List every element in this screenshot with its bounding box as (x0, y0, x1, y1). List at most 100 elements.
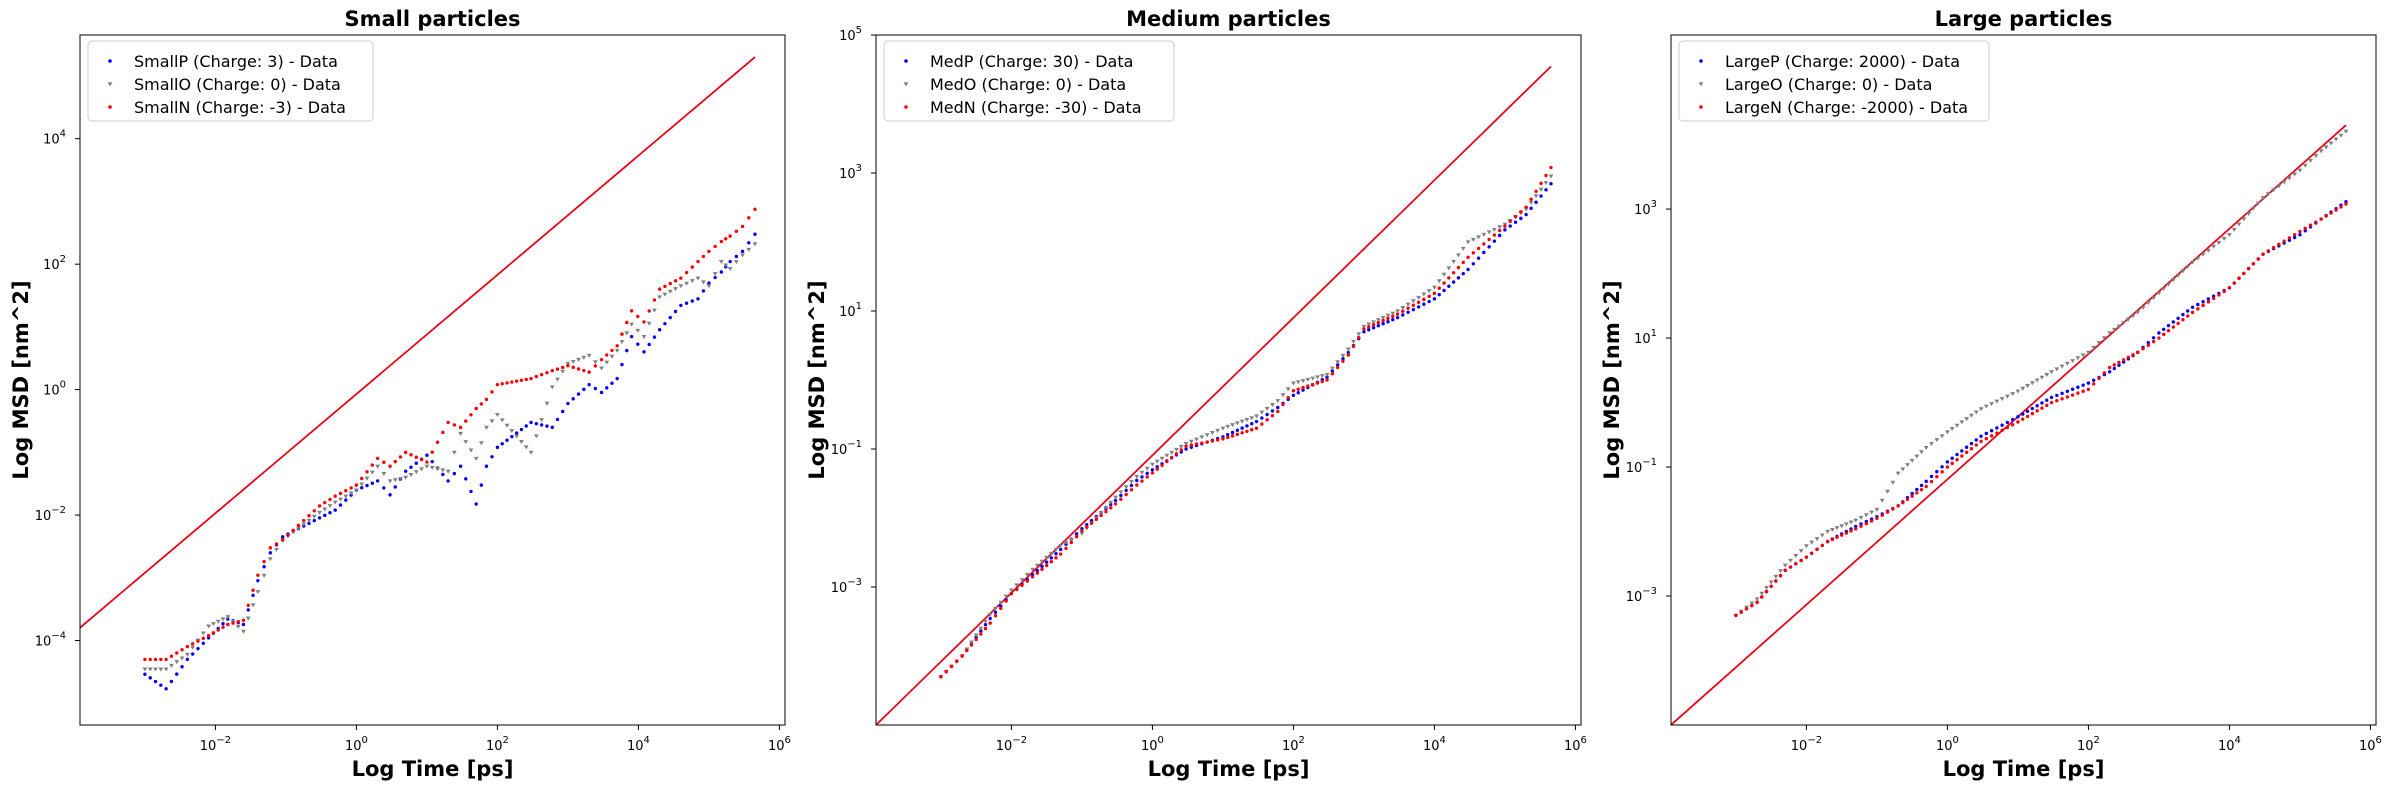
data-point (615, 344, 619, 348)
data-point (211, 631, 216, 635)
data-point (1844, 531, 1849, 535)
data-point (965, 648, 969, 653)
data-point (1276, 405, 1280, 410)
data-point (2162, 327, 2166, 331)
data-point (1774, 579, 1778, 583)
data-point (2292, 172, 2298, 177)
data-point (2196, 307, 2200, 311)
data-point (1880, 513, 1884, 517)
legend-entry-label: SmallP (Charge: 3) - Data (134, 52, 338, 71)
data-point (2020, 386, 2026, 391)
data-point (1437, 292, 1441, 297)
data-point (1964, 417, 1970, 422)
data-point (1385, 313, 1391, 318)
data-point (1940, 465, 1944, 469)
data-point (719, 270, 724, 274)
data-point (1301, 388, 1305, 392)
data-point (1460, 246, 1466, 251)
data-point (1391, 314, 1395, 318)
data-point (1215, 438, 1220, 442)
data-point (1291, 381, 1296, 386)
data-point (1160, 463, 1164, 467)
data-point (1315, 381, 1320, 385)
legend-marker (903, 82, 909, 87)
reference-line-2 (1671, 124, 2347, 725)
data-point (712, 272, 718, 277)
data-point (2005, 420, 2010, 425)
data-point (566, 364, 570, 368)
legend-marker (904, 59, 908, 63)
data-point (944, 669, 948, 674)
data-point (505, 438, 509, 442)
data-point (306, 518, 312, 523)
data-point (1995, 431, 1999, 435)
chart-title: Small particles (344, 7, 520, 31)
data-point (1874, 507, 1880, 512)
data-point (255, 590, 261, 595)
data-point (435, 440, 440, 444)
data-point (2135, 350, 2140, 355)
data-point (555, 417, 560, 422)
data-point (561, 365, 565, 370)
data-point (323, 500, 327, 505)
data-point (1815, 547, 1819, 552)
data-point (458, 464, 463, 468)
data-point (1476, 246, 1481, 251)
data-point (446, 420, 450, 425)
data-point (323, 513, 327, 518)
data-point (2286, 176, 2292, 181)
data-point (1529, 197, 1533, 201)
data-point (706, 284, 712, 289)
data-point (1984, 436, 1989, 441)
data-point (360, 476, 364, 481)
data-point (1169, 455, 1174, 460)
data-point (1009, 588, 1014, 593)
data-point (2211, 244, 2217, 249)
data-point (1320, 379, 1324, 384)
data-point (246, 603, 250, 607)
data-point (988, 616, 992, 621)
data-point (1058, 543, 1064, 548)
data-point (1974, 443, 1978, 447)
data-point (582, 387, 586, 392)
data-point (663, 321, 667, 326)
data-point (206, 633, 211, 638)
data-point (235, 624, 241, 629)
data-point (1486, 230, 1492, 235)
data-point (2030, 411, 2035, 416)
data-point (2282, 239, 2286, 243)
data-point (629, 322, 634, 327)
data-point (747, 241, 751, 245)
data-point (539, 423, 544, 427)
data-point (2251, 206, 2256, 211)
data-point (1335, 363, 1340, 367)
data-point (684, 301, 689, 305)
legend-entry-label: MedN (Charge: -30) - Data (930, 98, 1142, 117)
data-point (231, 621, 235, 625)
data-point (1960, 449, 1964, 453)
data-point (524, 377, 528, 382)
data-point (311, 514, 317, 519)
data-point (354, 483, 359, 487)
data-point (1189, 443, 1194, 447)
data-point (1543, 181, 1549, 186)
data-point (2343, 129, 2349, 134)
data-point (571, 365, 575, 370)
data-point (619, 340, 625, 345)
data-point (1240, 431, 1244, 435)
data-point (614, 348, 620, 353)
data-point (2081, 389, 2085, 393)
data-point (251, 588, 255, 592)
data-point (610, 348, 614, 353)
plot-area (876, 65, 1554, 725)
data-point (550, 369, 554, 373)
data-point (2030, 406, 2035, 411)
data-point (484, 464, 489, 468)
data-point (701, 254, 706, 259)
data-point (1357, 335, 1361, 340)
data-point (1184, 444, 1188, 448)
data-point (2206, 300, 2211, 304)
data-point (993, 614, 998, 618)
data-point (364, 476, 370, 481)
data-point (1178, 444, 1184, 449)
